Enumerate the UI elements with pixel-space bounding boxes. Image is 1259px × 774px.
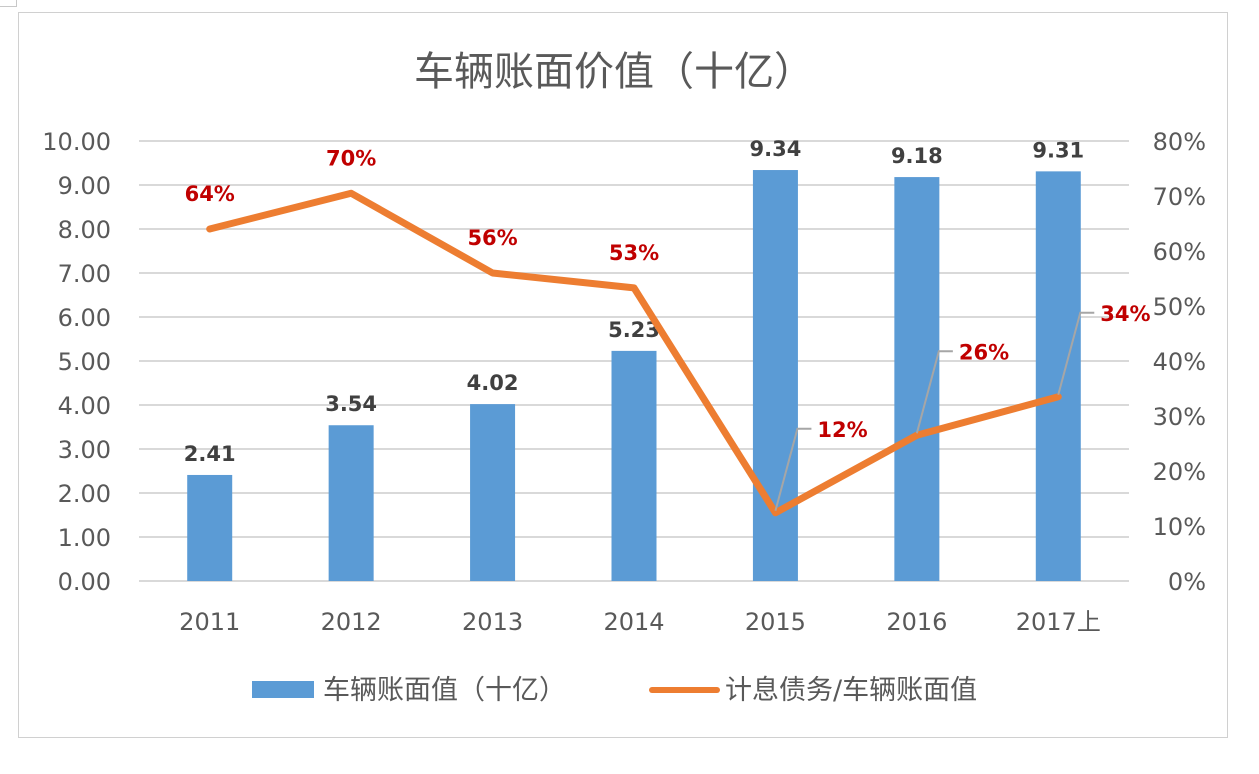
bar <box>187 474 233 581</box>
chart-title: 车辆账面价值（十亿） <box>414 49 814 95</box>
line-path <box>206 189 1062 517</box>
x-tick-label: 2015 <box>745 608 806 636</box>
y-right-tick-label: 80% <box>1153 128 1206 156</box>
x-tick-label: 2017上 <box>1016 608 1101 636</box>
bar <box>611 350 657 581</box>
y-right-tick-label: 30% <box>1153 403 1206 431</box>
y-right-tick-label: 70% <box>1153 183 1206 211</box>
x-tick-label: 2014 <box>603 608 664 636</box>
x-tick-label: 2013 <box>462 608 523 636</box>
y-right-tick-label: 60% <box>1153 238 1206 266</box>
y-right-tick-label: 40% <box>1153 348 1206 376</box>
x-tick-label: 2012 <box>321 608 382 636</box>
line-data-label: 70% <box>326 146 376 170</box>
bar-data-label: 9.18 <box>891 144 943 168</box>
legend-swatch-bar <box>252 681 314 698</box>
y-right-tick-label: 50% <box>1153 293 1206 321</box>
y-axis-left: 0.00 1.00 2.00 3.00 4.00 5.00 6.00 7.00 8.00 9.00… <box>42 128 111 596</box>
leader-line <box>1057 311 1095 396</box>
bar-data-label: 9.34 <box>750 137 802 161</box>
x-tick-label: 2016 <box>886 608 947 636</box>
y-right-tick-label: 20% <box>1153 458 1206 486</box>
legend: 车辆账面值（十亿） 计息债务/车辆账面值 <box>252 675 977 706</box>
leader-line <box>915 350 953 434</box>
x-tick-label: 2011 <box>179 608 240 636</box>
y-right-tick-label: 10% <box>1153 513 1206 541</box>
y-left-tick-label: 2.00 <box>58 480 111 508</box>
line-data-label: 12% <box>817 418 867 442</box>
bar-series: 2.413.544.025.239.34 9.18 9.31 <box>184 137 1084 582</box>
legend-label-line: 计息债务/车辆账面值 <box>725 675 977 706</box>
y-left-tick-label: 9.00 <box>58 172 111 200</box>
legend-label-bar: 车辆账面值（十亿） <box>323 675 566 706</box>
line-data-label: 56% <box>467 226 517 250</box>
line-data-label: 34% <box>1100 302 1150 326</box>
y-left-tick-label: 0.00 <box>58 568 111 596</box>
y-right-tick-label: 0% <box>1168 568 1206 596</box>
y-left-tick-label: 10.00 <box>42 128 111 156</box>
combo-chart: 车辆账面价值（十亿） 0.00 1.00 2.00 3.00 4.00 5.00 6.00 7… <box>42 49 1206 706</box>
bar <box>752 170 798 582</box>
line-data-label: 64% <box>185 182 235 206</box>
bar-data-label: 4.02 <box>467 371 519 395</box>
bar <box>1035 171 1081 582</box>
bar <box>894 177 940 581</box>
bar <box>470 404 516 581</box>
line-series: 64% 70% 56% 53% 12% 26% 34% <box>185 146 1151 517</box>
line-data-label: 53% <box>609 241 659 265</box>
y-left-tick-label: 8.00 <box>58 216 111 244</box>
bar-data-label: 3.54 <box>325 392 377 416</box>
y-left-tick-label: 5.00 <box>58 348 111 376</box>
leader-line <box>774 427 812 512</box>
bar <box>328 425 374 581</box>
y-axis-right: 0% 10% 20% 30% 40% 50% 60% 70% 80% <box>1153 128 1206 596</box>
bar-data-label: 9.31 <box>1032 138 1084 162</box>
y-left-tick-label: 6.00 <box>58 304 111 332</box>
y-left-tick-label: 1.00 <box>58 524 111 552</box>
corner-mark <box>0 0 17 7</box>
y-left-tick-label: 7.00 <box>58 260 111 288</box>
chart-frame: 车辆账面价值（十亿） 0.00 1.00 2.00 3.00 4.00 5.00 6.00 7… <box>18 12 1228 738</box>
y-left-tick-label: 4.00 <box>58 392 111 420</box>
line-data-label: 26% <box>959 340 1009 364</box>
y-left-tick-label: 3.00 <box>58 436 111 464</box>
bar-data-label: 2.41 <box>184 442 236 466</box>
x-axis: 2011 2012 2013 2014 2015 2016 2017上 <box>179 608 1101 636</box>
